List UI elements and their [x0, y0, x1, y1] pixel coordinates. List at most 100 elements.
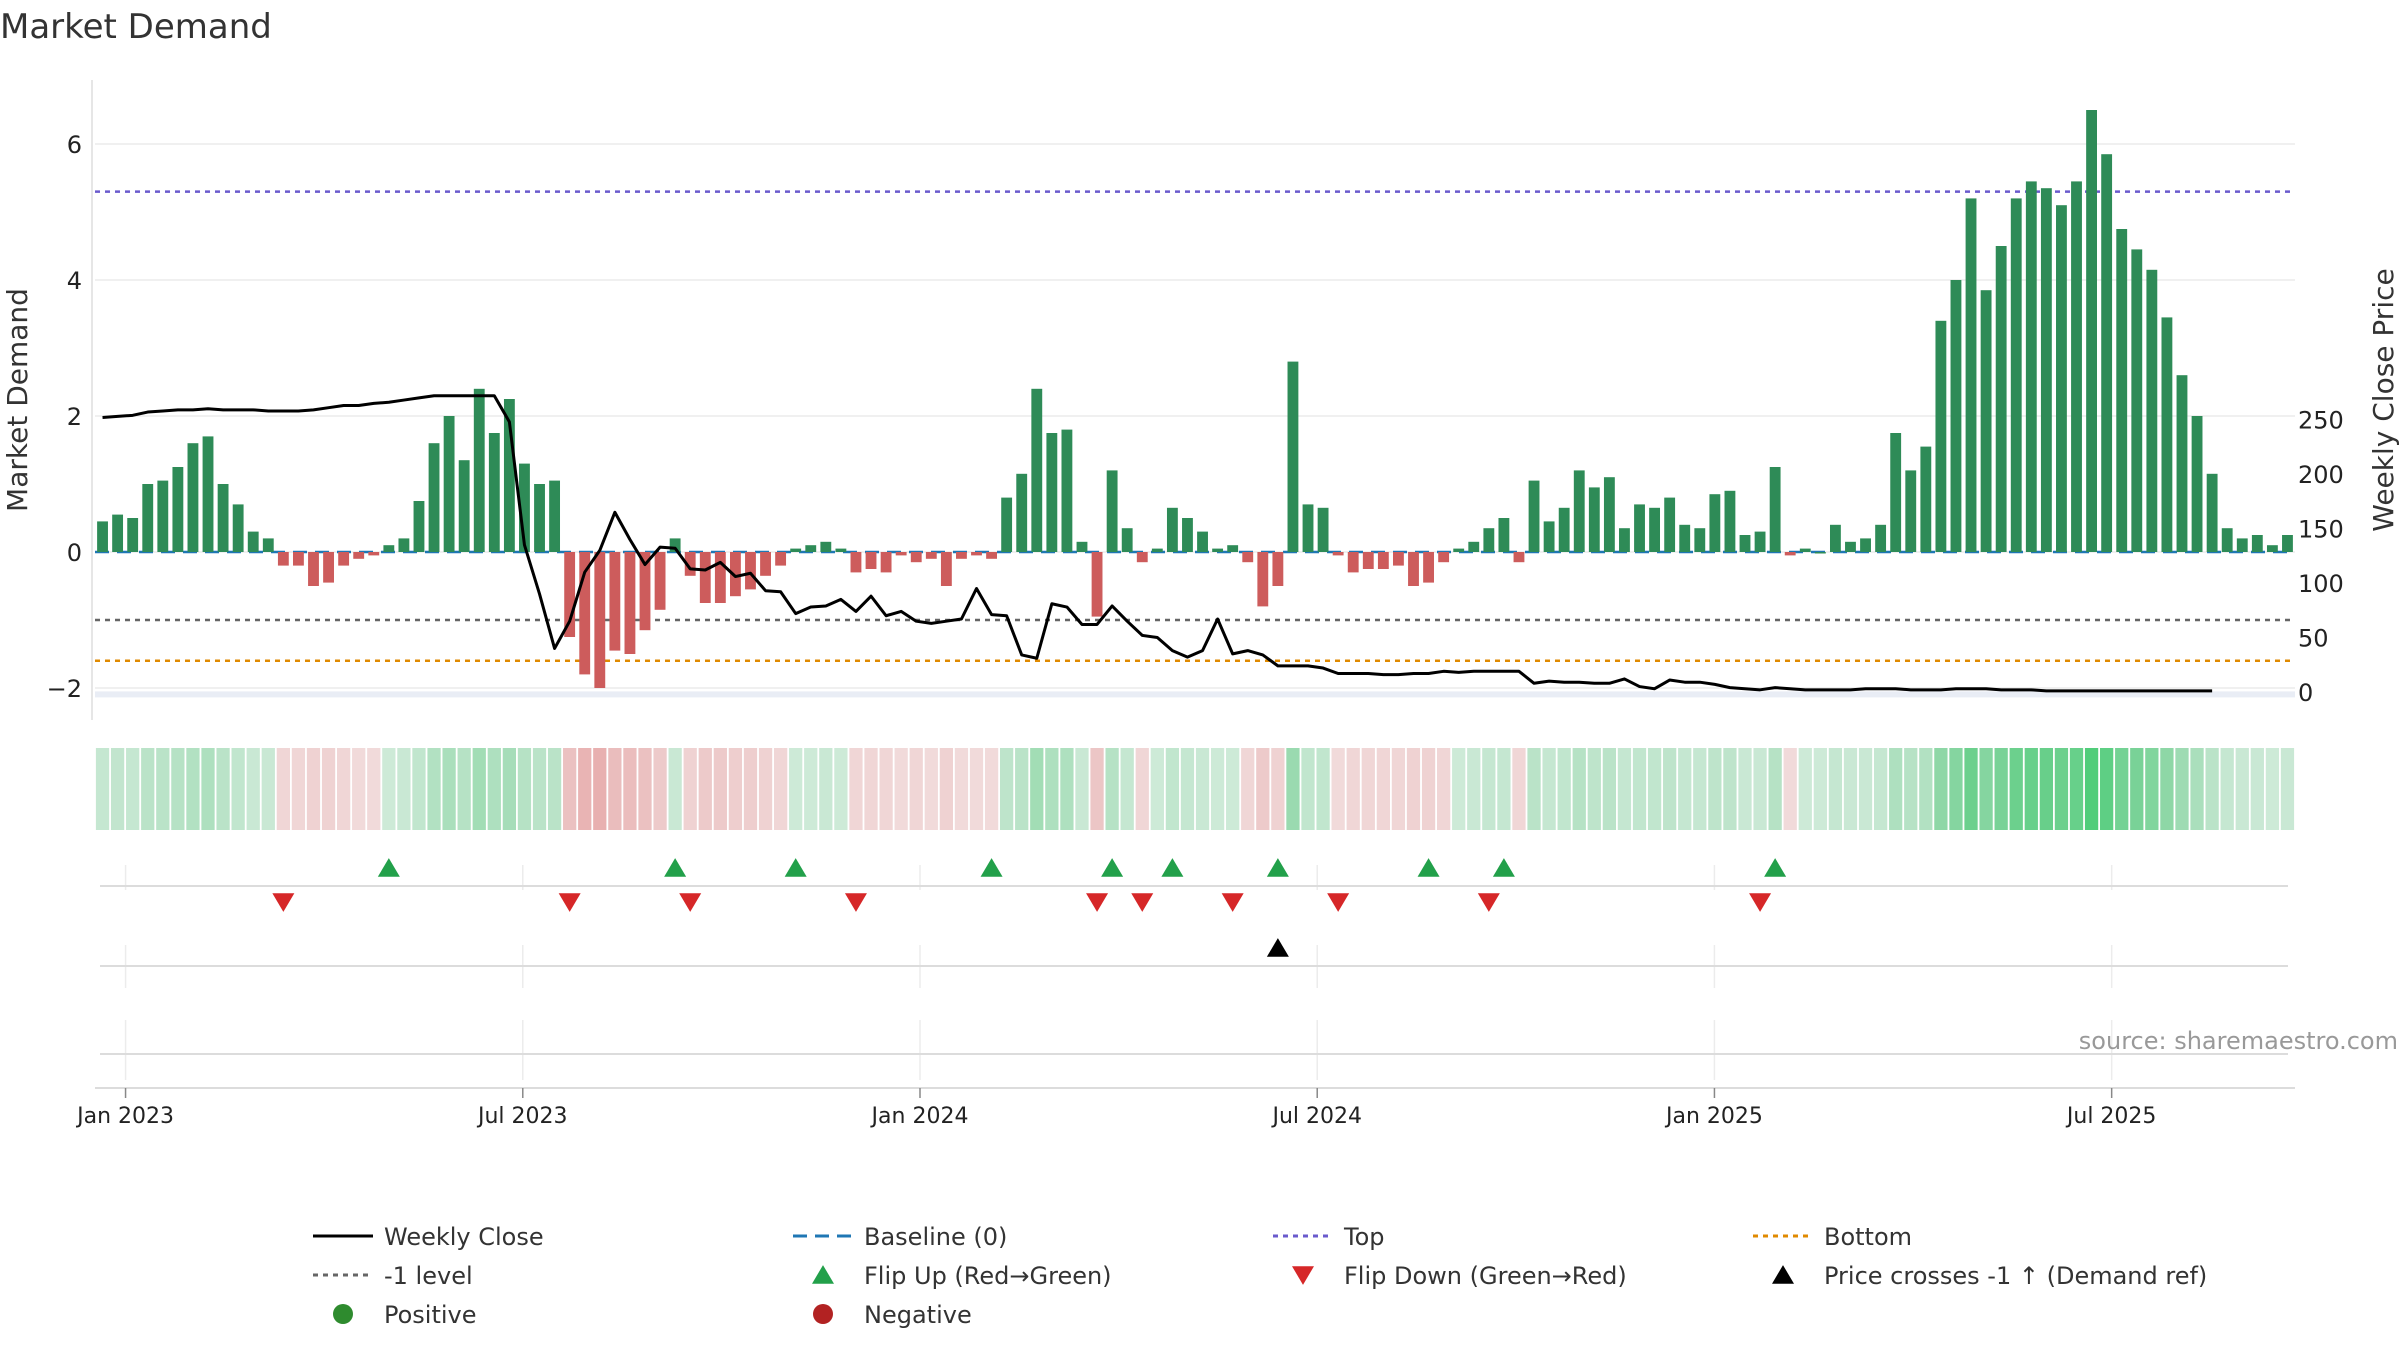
- demand-bar: [850, 552, 862, 573]
- demand-bar: [142, 484, 154, 552]
- strip-cell: [1467, 748, 1481, 830]
- legend-label: Baseline (0): [864, 1223, 1007, 1251]
- strip-cell: [1572, 748, 1586, 830]
- demand-bar: [323, 552, 334, 583]
- strip-cell: [1994, 748, 2008, 830]
- strip-cell: [984, 748, 999, 830]
- strip-cell: [547, 748, 562, 830]
- strip-cell: [352, 748, 366, 830]
- demand-bar: [112, 514, 124, 552]
- demand-bar: [2206, 473, 2218, 552]
- demand-bar: [2236, 538, 2248, 552]
- demand-bar: [1724, 490, 1736, 552]
- strip-cell: [1120, 748, 1134, 830]
- date-tick-label: Jan 2023: [75, 1104, 174, 1129]
- demand-bar: [1393, 552, 1404, 566]
- demand-bar: [895, 552, 907, 556]
- demand-bar: [1408, 552, 1419, 586]
- demand-bar: [1061, 429, 1073, 552]
- flip-markers-panel: [100, 858, 2288, 912]
- date-axis: Jan 2023 Jul 2023 Jan 2024 Jul 2024 Jan 2025…: [75, 1087, 2295, 1129]
- legend-item-flip-down: Flip Down (Green→Red): [1292, 1262, 1627, 1290]
- legend-swatch: [1292, 1266, 1314, 1285]
- lower-band: [95, 691, 2295, 698]
- demand-bar: [2251, 535, 2263, 552]
- strip-cell: [804, 748, 818, 830]
- legend-item-bottom: Bottom: [1753, 1223, 1912, 1251]
- strip-cell: [487, 748, 501, 830]
- demand-bar: [1995, 246, 2007, 552]
- strip-cell: [276, 748, 290, 830]
- demand-bar: [2282, 535, 2293, 552]
- strip-cell: [1286, 748, 1300, 830]
- demand-bar: [1317, 507, 1329, 552]
- demand-bar: [2086, 110, 2097, 552]
- legend-label: Flip Down (Green→Red): [1344, 1262, 1627, 1290]
- strip-cell: [1949, 748, 1963, 830]
- demand-bar: [172, 467, 184, 552]
- flip-up-marker: [1764, 858, 1787, 877]
- strip-cell: [1783, 748, 1797, 830]
- strip-cell: [2054, 748, 2069, 830]
- demand-bar: [1242, 552, 1254, 563]
- flip-up-marker: [664, 858, 687, 877]
- strip-cell: [2069, 748, 2084, 830]
- strip-cell: [1210, 748, 1225, 830]
- strip-cell: [1346, 748, 1360, 830]
- strip-cell: [397, 748, 411, 830]
- strip-cell: [1497, 748, 1511, 830]
- strip-cell: [1723, 748, 1737, 830]
- strip-cell: [2084, 748, 2099, 830]
- demand-bar: [1121, 528, 1133, 552]
- demand-bar: [1799, 548, 1811, 552]
- demand-bar: [1001, 497, 1013, 552]
- demand-bar: [2101, 154, 2113, 552]
- demand-bar: [1769, 467, 1781, 552]
- demand-bar: [443, 416, 455, 552]
- demand-bar: [609, 552, 621, 651]
- strip-cell: [246, 748, 260, 830]
- legend-label: -1 level: [384, 1262, 473, 1290]
- demand-bar: [1588, 487, 1600, 552]
- demand-bar: [503, 399, 515, 552]
- strip-cell: [819, 748, 833, 830]
- strip-cell: [1738, 748, 1752, 830]
- demand-bar: [910, 552, 922, 563]
- strip-cell: [894, 748, 908, 830]
- demand-bar: [714, 552, 726, 603]
- strip-cell: [939, 748, 953, 830]
- strip-cell: [683, 748, 697, 830]
- strip-cell: [457, 748, 471, 830]
- flip-up-marker: [1161, 858, 1184, 877]
- demand-bar: [1980, 290, 1992, 552]
- demand-bar: [1227, 545, 1239, 552]
- strip-cell: [1301, 748, 1315, 830]
- demand-bar: [1860, 538, 1871, 552]
- strip-cell: [1934, 748, 1948, 830]
- demand-bar: [1453, 548, 1465, 552]
- demand-bar: [1197, 531, 1208, 552]
- strip-cell: [1663, 748, 1677, 830]
- strip-cell: [1045, 748, 1059, 830]
- legend-label: Bottom: [1824, 1223, 1912, 1251]
- strip-cell: [95, 748, 110, 830]
- demand-bar: [383, 545, 395, 552]
- demand-bar: [1739, 535, 1751, 552]
- date-tick-label: Jan 2024: [870, 1104, 969, 1129]
- strip-cell: [698, 748, 712, 830]
- demand-bar: [368, 552, 380, 556]
- demand-bar: [1016, 473, 1028, 552]
- strip-cell: [1000, 748, 1014, 830]
- demand-bar: [1905, 470, 1917, 552]
- strip-cell: [713, 748, 727, 830]
- flip-down-marker: [1086, 893, 1109, 912]
- demand-bar: [1679, 524, 1691, 552]
- demand-bar: [187, 443, 199, 552]
- demand-bar: [413, 501, 425, 552]
- legend-label: Negative: [864, 1301, 972, 1329]
- demand-bar: [1182, 518, 1193, 552]
- demand-bar: [2116, 229, 2128, 552]
- strip-cell: [2100, 748, 2114, 830]
- strip-cell: [382, 748, 396, 830]
